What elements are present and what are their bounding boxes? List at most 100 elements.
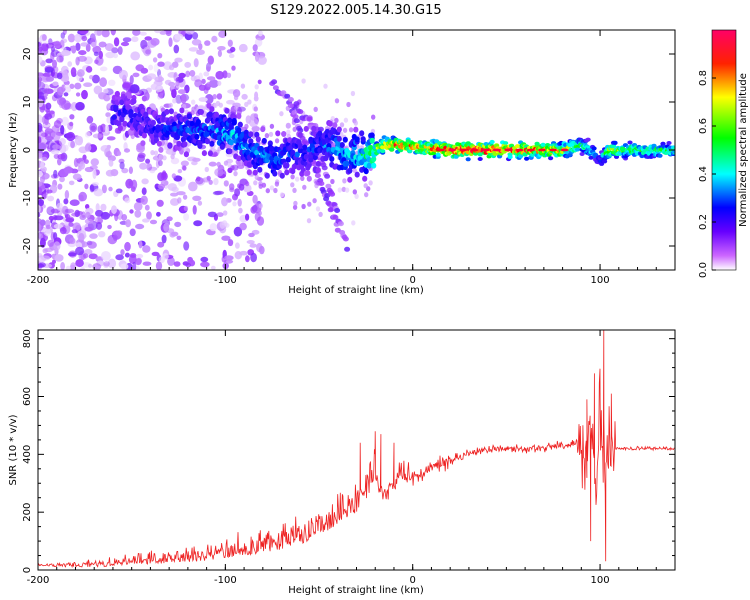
x-tick-label: -200 [27, 575, 50, 586]
spectrogram-cell [226, 72, 232, 79]
spectrogram-cell [302, 144, 308, 151]
spectrogram-cell [223, 160, 229, 166]
spectrogram-cell [251, 229, 260, 235]
spectrogram-cell [99, 66, 108, 72]
spectrogram-cell [78, 191, 87, 202]
spectrogram-cell [182, 194, 188, 200]
spectrogram-cell [189, 70, 196, 77]
spectrogram-cell [575, 147, 581, 152]
spectrogram-cell [244, 101, 249, 107]
spectrogram-cell [155, 261, 163, 270]
spectrogram-cell [157, 53, 163, 59]
spectrogram-cell [75, 259, 84, 268]
colorbar-label: Normalized spectral amplitude [738, 73, 749, 227]
spectrogram-cell [332, 214, 339, 220]
spectrogram-cell [602, 159, 608, 164]
spectrogram-cell [273, 187, 278, 194]
spectrogram-cell [351, 220, 356, 226]
spectrogram-cell [52, 259, 56, 264]
spectrogram-cell [53, 215, 64, 221]
spectrogram-cell [257, 79, 262, 85]
spectrogram-cell [88, 263, 93, 268]
spectrogram-cell [371, 162, 377, 169]
spectrogram-cell [250, 252, 257, 263]
spectrogram-cell [354, 136, 360, 143]
spectrogram-cell [318, 211, 323, 217]
spectrogram-cell [129, 75, 134, 85]
spectrogram-cell [324, 193, 331, 198]
spectrogram-cell [140, 67, 149, 74]
spectrogram-cell [317, 130, 323, 137]
spectrogram-cell [287, 97, 294, 102]
spectrogram-cell [612, 140, 618, 145]
spectrogram-cell [666, 141, 672, 145]
spectrogram-cell [188, 181, 198, 192]
spectrogram-cell [129, 253, 137, 258]
spectrogram-cell [540, 142, 546, 147]
spectrogram-cell [238, 43, 248, 53]
spectrogram-cell [141, 95, 147, 102]
spectrogram-cell [271, 79, 278, 85]
spectrogram-cell [91, 74, 100, 84]
colorbar-ticks: 0.0 0.2 0.4 0.6 0.8 [698, 70, 716, 278]
spectrogram-cell [213, 151, 218, 157]
spectrogram-cell [84, 226, 93, 232]
spectrogram-cell [171, 173, 177, 179]
spectrogram-core [470, 148, 479, 152]
spectrogram-cell [108, 159, 114, 167]
spectrogram-cell [290, 182, 295, 188]
spectrogram-cell [53, 223, 63, 229]
spectrogram-cell [161, 170, 167, 179]
spectrogram-cell [38, 55, 43, 64]
spectrogram-cell [122, 120, 128, 127]
spectrogram-cell [98, 231, 106, 238]
spectrogram-cell [56, 97, 67, 106]
spectrogram-cell [131, 179, 138, 190]
spectrogram-cell [121, 214, 128, 221]
spectrogram-cell [209, 79, 219, 88]
spectrogram-cell [230, 46, 236, 53]
spectrogram-cell [119, 161, 125, 170]
y-tick-label: 0 [22, 147, 33, 153]
spectrogram-cell [56, 202, 63, 211]
spectrogram-cell [81, 35, 88, 42]
spectrogram-cell [134, 210, 142, 218]
spectrogram-cell [84, 218, 94, 224]
spectrogram-cell [131, 36, 139, 43]
spectrogram-cell [141, 132, 147, 139]
spectrogram-cell [507, 155, 513, 160]
spectrogram-cell [302, 184, 307, 190]
spectrogram-cell [534, 141, 540, 146]
spectrogram-cell [323, 83, 328, 89]
spectrogram-cell [92, 45, 102, 54]
spectrogram-cell [207, 111, 213, 117]
spectrogram-cell [371, 114, 376, 120]
spectrogram-cell [227, 239, 234, 247]
spectrogram-cell [306, 162, 312, 168]
spectrogram-cell [132, 30, 141, 36]
spectrogram-cell [110, 169, 119, 177]
spectrogram-cell [342, 178, 347, 184]
spectrogram-cell [300, 175, 305, 181]
y-tick-label: 600 [22, 387, 33, 406]
spectrogram-cell [208, 179, 213, 185]
spectrogram-cell [121, 167, 129, 174]
spectrogram-cell [221, 235, 231, 241]
spectrogram-cell [79, 161, 86, 170]
spectrogram-cell [244, 181, 250, 187]
spectrogram-cell [307, 201, 312, 207]
spectrogram-cell [203, 71, 210, 77]
spectrogram-cell [174, 221, 182, 228]
spectrogram-cell [293, 118, 300, 124]
y-tick-label: -10 [22, 190, 33, 206]
spectrogram-cell [194, 133, 200, 140]
spectrogram-cell [315, 167, 321, 173]
spectrogram-cell [180, 160, 189, 167]
spectrogram-cell [248, 131, 254, 138]
x-tick-label: -100 [214, 575, 237, 586]
spectrogram-cell [150, 119, 156, 126]
spectrogram-core [459, 148, 468, 152]
spectrogram-cell [279, 192, 285, 198]
spectrogram-cell [172, 98, 177, 104]
spectrogram-cell [124, 252, 130, 258]
